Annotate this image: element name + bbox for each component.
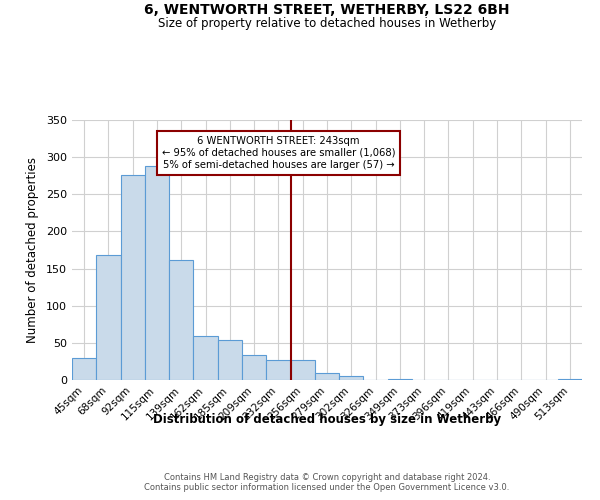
Bar [339,376,364,380]
Bar [121,175,145,380]
Bar [315,372,339,380]
Bar [218,340,242,380]
Y-axis label: Number of detached properties: Number of detached properties [26,157,39,343]
Bar [72,358,96,380]
Text: Size of property relative to detached houses in Wetherby: Size of property relative to detached ho… [158,18,496,30]
Bar [558,378,582,380]
Text: 6 WENTWORTH STREET: 243sqm
← 95% of detached houses are smaller (1,068)
5% of se: 6 WENTWORTH STREET: 243sqm ← 95% of deta… [161,136,395,170]
Text: Contains HM Land Registry data © Crown copyright and database right 2024.: Contains HM Land Registry data © Crown c… [164,472,490,482]
Bar [242,356,266,380]
Bar [96,255,121,380]
Bar [388,378,412,380]
Bar [169,260,193,380]
Text: 6, WENTWORTH STREET, WETHERBY, LS22 6BH: 6, WENTWORTH STREET, WETHERBY, LS22 6BH [144,2,510,16]
Bar [145,166,169,380]
Text: Distribution of detached houses by size in Wetherby: Distribution of detached houses by size … [153,412,501,426]
Bar [290,360,315,380]
Bar [193,336,218,380]
Text: Contains public sector information licensed under the Open Government Licence v3: Contains public sector information licen… [145,484,509,492]
Bar [266,360,290,380]
